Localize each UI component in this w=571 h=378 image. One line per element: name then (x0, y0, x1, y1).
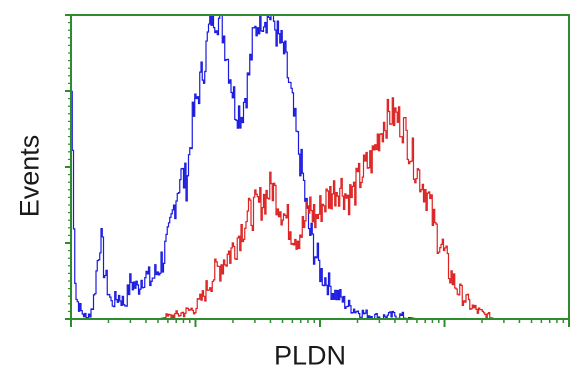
y-axis-title: Events (14, 134, 45, 218)
series-line-1 (71, 14, 569, 320)
x-axis-title: PLDN (273, 340, 347, 371)
series-line-2 (71, 97, 569, 320)
